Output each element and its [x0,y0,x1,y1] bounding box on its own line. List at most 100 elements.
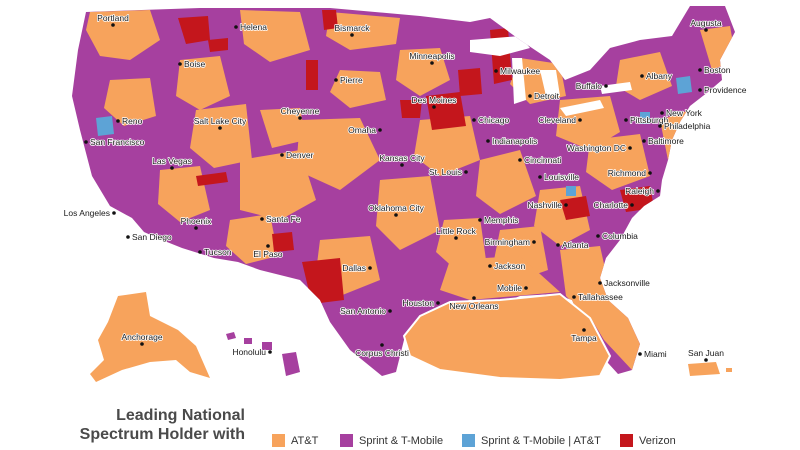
legend-swatch-shared [462,434,475,447]
city-label: San Juan [688,348,724,358]
city-dot [436,301,440,305]
city-label: Indianapolis [492,136,537,146]
city-marker-san-francisco: San Francisco [84,136,145,148]
city-dot [388,309,392,313]
city-marker-st-louis: St. Louis [428,166,468,178]
city-label: Buffalo [576,81,603,91]
legend-item-att: AT&T [272,434,318,447]
city-dot [472,296,476,300]
city-dot [488,264,492,268]
city-dot [198,250,202,254]
city-dot [268,350,272,354]
city-dot [564,203,568,207]
city-label: Cleveland [538,115,576,125]
city-dot [556,243,560,247]
city-label: Columbia [602,231,638,241]
city-dot [380,343,384,347]
city-label: Nashville [528,200,563,210]
city-marker-san-antonio: San Antonio [339,305,392,317]
city-marker-corpus-christi: Corpus Christi [354,343,410,359]
city-marker-cheyenne: Cheyenne [280,105,320,120]
city-label: Tucson [204,247,232,257]
city-marker-washington-dc: Washington DC [566,142,632,154]
city-label: Phoenix [181,216,212,226]
city-marker-san-juan: San Juan [687,347,725,362]
city-dot [704,28,708,32]
city-marker-denver: Denver [280,149,314,161]
city-marker-jackson: Jackson [488,260,526,272]
city-dot [334,78,338,82]
city-label: Atlanta [562,240,589,250]
city-dot [266,244,270,248]
coverage-map: Portland Helena Bismarck Minneapolis Augusta… [63,6,748,382]
city-dot [658,124,662,128]
city-marker-jacksonville: Jacksonville [598,277,651,289]
city-marker-detroit: Detroit [528,90,560,102]
city-label: Louisville [544,172,579,182]
city-label: Santa Fe [266,214,301,224]
city-marker-buffalo: Buffalo [575,80,608,92]
city-dot [472,118,476,122]
city-dot [298,116,302,120]
city-marker-los-angeles: Los Angeles [63,207,116,219]
city-label: Mobile [497,283,522,293]
city-marker-miami: Miami [638,348,668,360]
city-markers: Portland Helena Bismarck Minneapolis Augusta… [63,12,748,362]
legend-swatch-verizon [620,434,633,447]
city-marker-reno: Reno [116,115,143,127]
city-marker-pittsburgh: Pittsburgh [624,114,669,126]
city-dot [234,25,238,29]
city-dot [596,234,600,238]
city-marker-oklahoma-city: Oklahoma City [367,202,425,217]
city-label: Oklahoma City [368,203,424,213]
city-dot [280,153,284,157]
city-label: Portland [97,13,129,23]
city-marker-birmingham: Birmingham [484,236,536,248]
city-label: San Francisco [90,137,145,147]
great-lakes [470,36,632,116]
city-marker-nashville: Nashville [527,199,568,211]
city-label: Milwaukee [500,66,540,76]
city-dot [430,61,434,65]
legend-label-att: AT&T [291,434,319,447]
city-dot [116,119,120,123]
city-dot [538,175,542,179]
city-label: Philadelphia [664,121,711,131]
city-marker-louisville: Louisville [538,171,580,183]
city-label: Washington DC [567,143,626,153]
city-label: Birmingham [485,237,530,247]
city-dot [638,352,642,356]
city-marker-philadelphia: Philadelphia [658,120,711,132]
city-marker-tallahassee: Tallahassee [572,291,624,303]
city-marker-kansas-city: Kansas City [379,152,426,167]
city-marker-honolulu: Honolulu [232,346,272,358]
city-marker-mobile: Mobile [496,282,528,294]
city-dot [698,88,702,92]
virgin-islands [726,368,732,372]
city-marker-boston: Boston [698,64,732,76]
city-dot [170,166,174,170]
city-dot [642,139,646,143]
city-dot [112,211,116,215]
legend-label-shared: Sprint & T-Mobile | AT&T [481,434,601,447]
city-label: Pittsburgh [630,115,669,125]
city-dot [572,295,576,299]
caption-line-1: Leading National [116,407,245,424]
city-marker-el-paso: El Paso [253,244,284,260]
city-label: St. Louis [429,167,462,177]
city-label: Providence [704,85,747,95]
city-dot [350,33,354,37]
city-label: Boston [704,65,731,75]
city-label: Salt Lake City [194,116,247,126]
city-dot [126,235,130,239]
coverage-regions [86,10,735,370]
city-label: Augusta [690,18,721,28]
city-marker-bismarck: Bismarck [334,22,371,37]
city-marker-charlotte: Charlotte [593,199,634,211]
city-label: Reno [122,116,143,126]
legend-label-sprint-tmobile: Sprint & T-Mobile [359,434,444,447]
city-dot [518,158,522,162]
city-label: Denver [286,150,314,160]
shared-regions [96,76,692,196]
city-marker-cincinnati: Cincinnati [518,154,562,166]
